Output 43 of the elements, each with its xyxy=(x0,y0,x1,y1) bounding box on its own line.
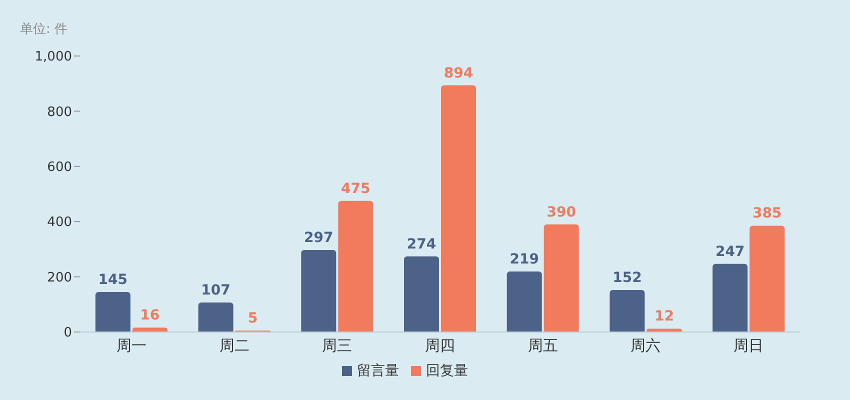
data-label: 475 xyxy=(341,180,370,197)
bar xyxy=(338,200,374,332)
bar xyxy=(198,302,234,332)
bar xyxy=(646,328,682,332)
x-tick-label: 周日 xyxy=(734,336,764,355)
bar xyxy=(95,292,130,332)
y-tick-label: 600 xyxy=(47,160,72,176)
y-tick-label: 1,000 xyxy=(34,50,72,65)
data-label: 385 xyxy=(752,206,782,222)
x-tick-label: 周一 xyxy=(116,336,146,355)
x-tick-label: 周三 xyxy=(322,336,352,355)
data-label: 247 xyxy=(715,244,745,260)
bar xyxy=(506,272,542,332)
data-label: 145 xyxy=(98,272,128,288)
y-tick-label: 800 xyxy=(47,104,72,120)
data-label: 894 xyxy=(444,65,474,82)
data-label: 219 xyxy=(510,252,539,268)
y-tick-label: 0 xyxy=(64,326,72,341)
bar xyxy=(712,264,748,332)
data-label: 107 xyxy=(201,282,230,298)
y-tick-label: 400 xyxy=(47,215,72,230)
bar xyxy=(750,226,785,332)
legend-label: 回复量 xyxy=(425,362,468,380)
legend-label: 留言量 xyxy=(356,362,399,380)
data-label: 12 xyxy=(654,308,674,325)
bar xyxy=(132,328,168,332)
y-tick-label: 200 xyxy=(47,270,72,286)
bar xyxy=(441,85,476,332)
x-tick-label: 周四 xyxy=(425,336,455,355)
x-tick-label: 周二 xyxy=(219,336,250,355)
bar xyxy=(610,290,645,332)
x-tick-label: 周五 xyxy=(528,336,558,355)
data-label: 390 xyxy=(546,204,576,220)
bar xyxy=(544,224,579,332)
data-label: 16 xyxy=(140,308,160,324)
data-label: 274 xyxy=(406,236,436,252)
data-label: 297 xyxy=(304,230,334,246)
data-label: 152 xyxy=(612,270,642,286)
data-label: 5 xyxy=(248,310,258,327)
bar xyxy=(404,256,439,332)
bar xyxy=(301,250,336,332)
x-tick-label: 周六 xyxy=(630,336,661,355)
y-axis-title: 单位: 件 xyxy=(20,21,68,38)
